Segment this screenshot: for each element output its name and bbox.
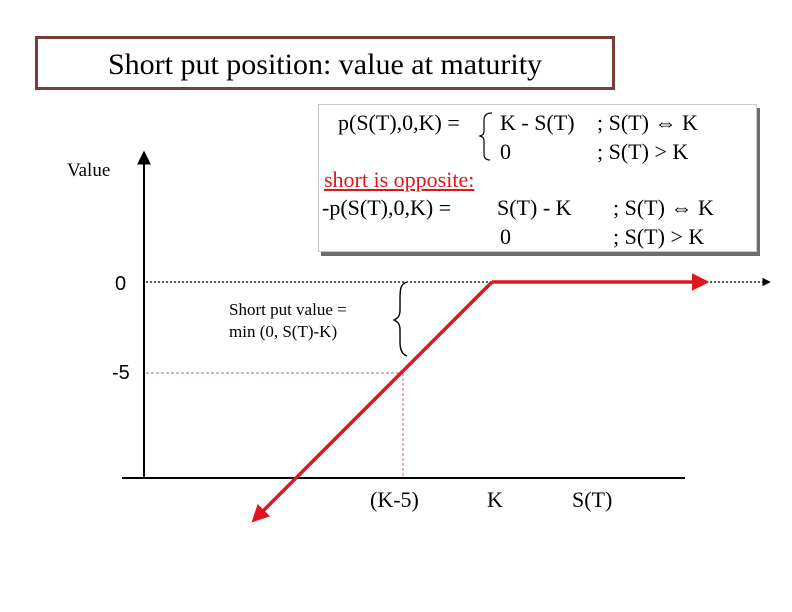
formula-cond1: ; S(T) ⇔ K (597, 110, 698, 135)
y-axis-label: Value (67, 160, 111, 181)
x-tick-k: K (487, 487, 503, 512)
formula-box (318, 104, 757, 252)
page-title: Short put position: value at maturity (107, 48, 543, 81)
x-axis-label: S(T) (572, 487, 613, 512)
y-tick-minus-five: -5 (112, 362, 130, 384)
short-formula-case2: 0 (500, 224, 511, 249)
short-heading: short is opposite: (324, 167, 475, 192)
short-formula-cond1: ; S(T) ⇔ K (613, 195, 714, 220)
formula-case1: K - S(T) (500, 110, 575, 135)
short-formula-cond2: ; S(T) > K (613, 224, 705, 249)
title-box: Short put position: value at maturity (35, 36, 615, 90)
annotation-line2: min (0, S(T)-K) (229, 322, 338, 341)
annotation-line1: Short put value = (229, 300, 347, 319)
formula-lhs: p(S(T),0,K) = (338, 110, 460, 135)
payoff-line-sloped (251, 280, 494, 523)
short-formula-lhs: -p(S(T),0,K) = (322, 195, 452, 220)
formula-cond2: ; S(T) > K (597, 139, 689, 164)
curly-brace (392, 281, 408, 357)
short-formula-case1: S(T) - K (497, 195, 572, 220)
formula-case2: 0 (500, 139, 511, 164)
x-tick-k-minus-five: (K-5) (370, 487, 419, 512)
y-tick-zero: 0 (115, 273, 127, 295)
